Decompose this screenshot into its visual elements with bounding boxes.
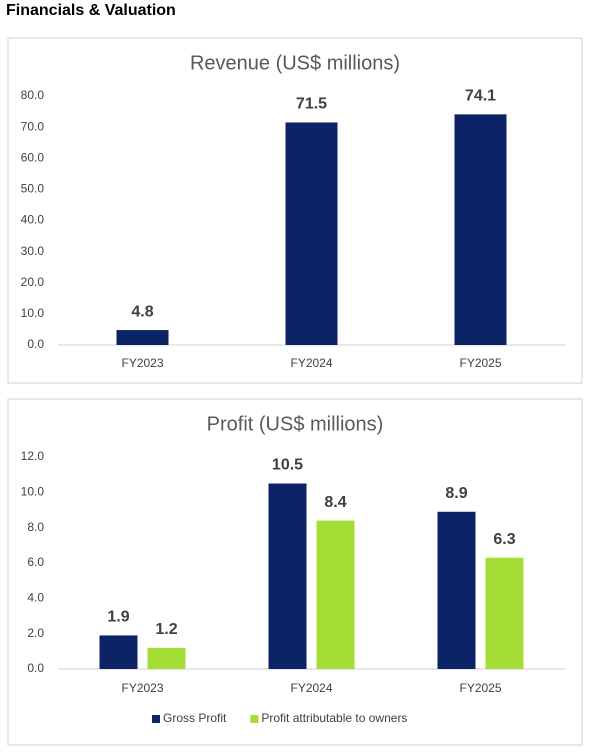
x-tick-label: FY2024 (290, 356, 332, 370)
x-tick-label: FY2024 (290, 681, 332, 695)
value-label: 71.5 (296, 96, 327, 113)
value-label: 1.9 (107, 609, 129, 626)
chart-frame (7, 398, 583, 746)
bar (437, 511, 476, 669)
y-tick-label: 20.0 (21, 275, 45, 289)
x-tick-label: FY2025 (459, 681, 501, 695)
bar (454, 114, 507, 346)
bar (116, 330, 169, 345)
bar (268, 483, 307, 669)
y-tick-label: 0.0 (27, 337, 44, 351)
y-tick-label: 30.0 (21, 244, 45, 258)
y-tick-label: 0.0 (27, 661, 44, 675)
bar (99, 635, 138, 669)
bar (485, 557, 524, 669)
page-title: Financials & Valuation (6, 2, 176, 19)
x-tick-label: FY2025 (459, 356, 501, 370)
value-label: 8.4 (324, 494, 346, 511)
y-tick-label: 40.0 (21, 213, 45, 227)
y-tick-label: 8.0 (27, 520, 44, 534)
value-label: 8.9 (445, 485, 467, 502)
y-tick-label: 60.0 (21, 150, 45, 164)
bar (285, 122, 338, 345)
y-tick-label: 4.0 (27, 591, 44, 605)
x-tick-label: FY2023 (121, 681, 163, 695)
chart-frame (7, 37, 583, 384)
legend-label: Gross Profit (163, 711, 227, 725)
value-label: 4.8 (131, 303, 153, 320)
chart-title: Revenue (US$ millions) (190, 52, 400, 74)
y-tick-label: 80.0 (21, 88, 45, 102)
y-tick-label: 2.0 (27, 626, 44, 640)
legend-swatch (250, 715, 259, 723)
value-label: 74.1 (465, 88, 496, 105)
y-tick-label: 70.0 (21, 119, 45, 133)
y-tick-label: 6.0 (27, 555, 44, 569)
x-tick-label: FY2023 (121, 356, 163, 370)
chart-title: Profit (US$ millions) (207, 413, 384, 435)
bar (147, 647, 186, 669)
y-tick-label: 10.0 (21, 485, 45, 499)
value-label: 10.5 (272, 457, 303, 474)
value-label: 6.3 (493, 531, 515, 548)
y-tick-label: 12.0 (21, 449, 45, 463)
y-tick-label: 10.0 (21, 306, 45, 320)
bar (316, 520, 355, 669)
value-label: 1.2 (155, 621, 177, 638)
y-tick-label: 50.0 (21, 182, 45, 196)
legend-swatch (152, 715, 160, 723)
legend-label: Profit attributable to owners (261, 711, 407, 725)
